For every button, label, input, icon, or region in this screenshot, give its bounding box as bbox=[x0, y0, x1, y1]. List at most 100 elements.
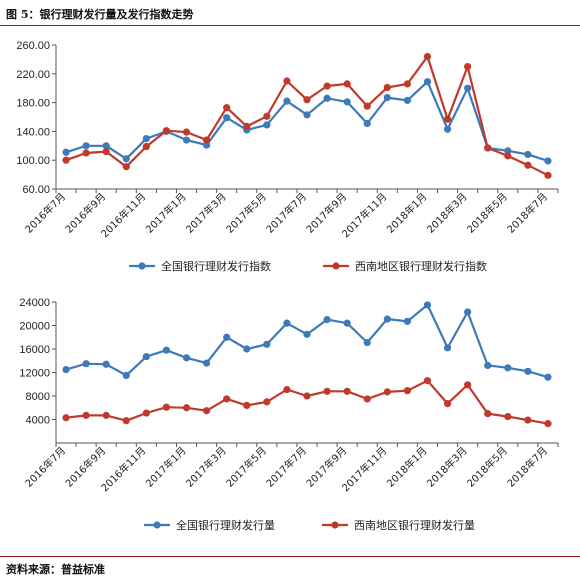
x-tick-label: 2017年3月 bbox=[183, 444, 229, 490]
legend-marker bbox=[138, 262, 146, 270]
national-data-point bbox=[464, 84, 472, 92]
southwest-data-point bbox=[162, 403, 171, 411]
southwest-data-point bbox=[82, 411, 90, 419]
national-data-point bbox=[283, 319, 291, 327]
legend-marker bbox=[331, 521, 339, 529]
southwest-data-point bbox=[283, 385, 291, 394]
southwest-data-point bbox=[122, 163, 130, 171]
southwest-data-point bbox=[343, 387, 351, 395]
national-data-point bbox=[203, 359, 211, 367]
southwest-data-point bbox=[182, 128, 191, 136]
southwest-data-point bbox=[82, 149, 90, 157]
source-divider bbox=[0, 556, 580, 557]
x-tick-label: 2018年7月 bbox=[504, 444, 550, 490]
legend-label: 西南地区银行理财发行指数 bbox=[355, 259, 487, 273]
national-data-point bbox=[122, 371, 130, 380]
x-tick-label: 2017年9月 bbox=[303, 444, 349, 490]
national-data-point bbox=[263, 121, 271, 129]
legend-marker bbox=[153, 521, 161, 529]
southwest-data-point bbox=[223, 104, 231, 112]
x-tick-label: 2018年3月 bbox=[424, 444, 470, 490]
southwest-data-point bbox=[203, 136, 211, 144]
national-data-point bbox=[464, 308, 472, 316]
national-data-point bbox=[343, 98, 351, 106]
x-tick-label: 2017年9月 bbox=[303, 190, 349, 236]
national-data-point bbox=[303, 330, 311, 338]
southwest-data-point bbox=[263, 112, 271, 120]
southwest-data-point bbox=[102, 147, 110, 156]
figure-title: 图 5：银行理财发行量及发行指数走势 bbox=[6, 8, 194, 21]
southwest-data-point bbox=[363, 395, 371, 403]
national-data-point bbox=[403, 96, 411, 105]
legend-label: 全国银行理财发行量 bbox=[176, 518, 275, 532]
x-tick-label: 2018年1月 bbox=[384, 190, 430, 236]
national-data-point bbox=[323, 316, 331, 324]
national-data-point bbox=[323, 94, 331, 102]
legend-marker bbox=[332, 262, 340, 270]
national-series-line bbox=[65, 80, 549, 162]
southwest-data-point bbox=[203, 407, 211, 415]
southwest-data-point bbox=[443, 115, 452, 123]
y-tick-label: 60.00 bbox=[22, 184, 50, 196]
southwest-data-point bbox=[323, 82, 331, 90]
southwest-data-point bbox=[524, 161, 532, 169]
national-data-point bbox=[283, 97, 291, 105]
x-tick-label: 2016年7月 bbox=[22, 444, 68, 490]
national-data-point bbox=[122, 155, 130, 163]
national-data-point bbox=[504, 147, 512, 155]
legend-label: 西南地区银行理财发行量 bbox=[354, 518, 475, 532]
national-data-point bbox=[423, 78, 432, 86]
southwest-series-line bbox=[65, 379, 549, 425]
x-tick-label: 2018年1月 bbox=[384, 444, 430, 490]
y-tick-label: 220.00 bbox=[16, 69, 50, 81]
national-data-point bbox=[82, 142, 90, 150]
national-data-point bbox=[142, 353, 150, 361]
southwest-data-point bbox=[443, 400, 452, 408]
legend-label: 全国银行理财发行指数 bbox=[161, 259, 271, 273]
southwest-data-point bbox=[223, 395, 231, 403]
y-tick-label: 12000 bbox=[19, 368, 50, 380]
southwest-data-point bbox=[524, 416, 532, 424]
y-tick-label: 180.00 bbox=[16, 98, 50, 110]
southwest-data-point bbox=[142, 142, 150, 151]
source-note: 资料来源：普益标准 bbox=[6, 563, 105, 576]
x-tick-label: 2016年9月 bbox=[62, 190, 108, 236]
x-tick-label: 2018年3月 bbox=[424, 190, 470, 236]
national-data-point bbox=[383, 93, 391, 102]
southwest-data-point bbox=[122, 417, 130, 425]
national-data-point bbox=[243, 345, 251, 353]
national-data-point bbox=[223, 333, 231, 341]
national-data-point bbox=[484, 361, 492, 370]
x-tick-label: 2017年7月 bbox=[263, 190, 309, 236]
y-tick-label: 8000 bbox=[26, 391, 50, 403]
southwest-data-point bbox=[243, 122, 251, 130]
index-line-chart: 60.00 100.00 140.00 180.00 220.00 260.00 2016年… bbox=[16, 40, 559, 273]
x-tick-label: 2016年9月 bbox=[62, 444, 108, 490]
southwest-data-point bbox=[383, 388, 391, 396]
southwest-data-point bbox=[464, 63, 472, 71]
southwest-data-point bbox=[263, 398, 271, 406]
southwest-data-point bbox=[283, 77, 291, 85]
southwest-data-point bbox=[182, 404, 191, 412]
x-tick-label: 2018年5月 bbox=[464, 444, 510, 490]
southwest-data-point bbox=[403, 80, 411, 88]
volume-line-chart: 4000 8000 12000 16000 20000 24000 2016年7月2016年… bbox=[19, 297, 559, 532]
y-tick-label: 100.00 bbox=[16, 155, 50, 167]
national-data-point bbox=[343, 319, 351, 327]
southwest-data-point bbox=[544, 171, 552, 179]
national-data-point bbox=[62, 148, 70, 156]
national-data-point bbox=[62, 365, 70, 374]
national-data-point bbox=[544, 157, 552, 165]
national-data-point bbox=[223, 114, 231, 122]
national-data-point bbox=[263, 340, 271, 348]
x-tick-label: 2016年7月 bbox=[22, 190, 68, 236]
southwest-data-point bbox=[464, 381, 472, 389]
y-tick-label: 24000 bbox=[19, 297, 50, 309]
x-tick-label: 2018年5月 bbox=[464, 190, 510, 236]
southwest-data-point bbox=[383, 83, 391, 92]
national-data-point bbox=[303, 111, 311, 119]
southwest-data-point bbox=[303, 96, 311, 104]
national-data-point bbox=[423, 301, 432, 309]
y-tick-label: 260.00 bbox=[16, 40, 50, 52]
title-divider bbox=[0, 25, 580, 26]
